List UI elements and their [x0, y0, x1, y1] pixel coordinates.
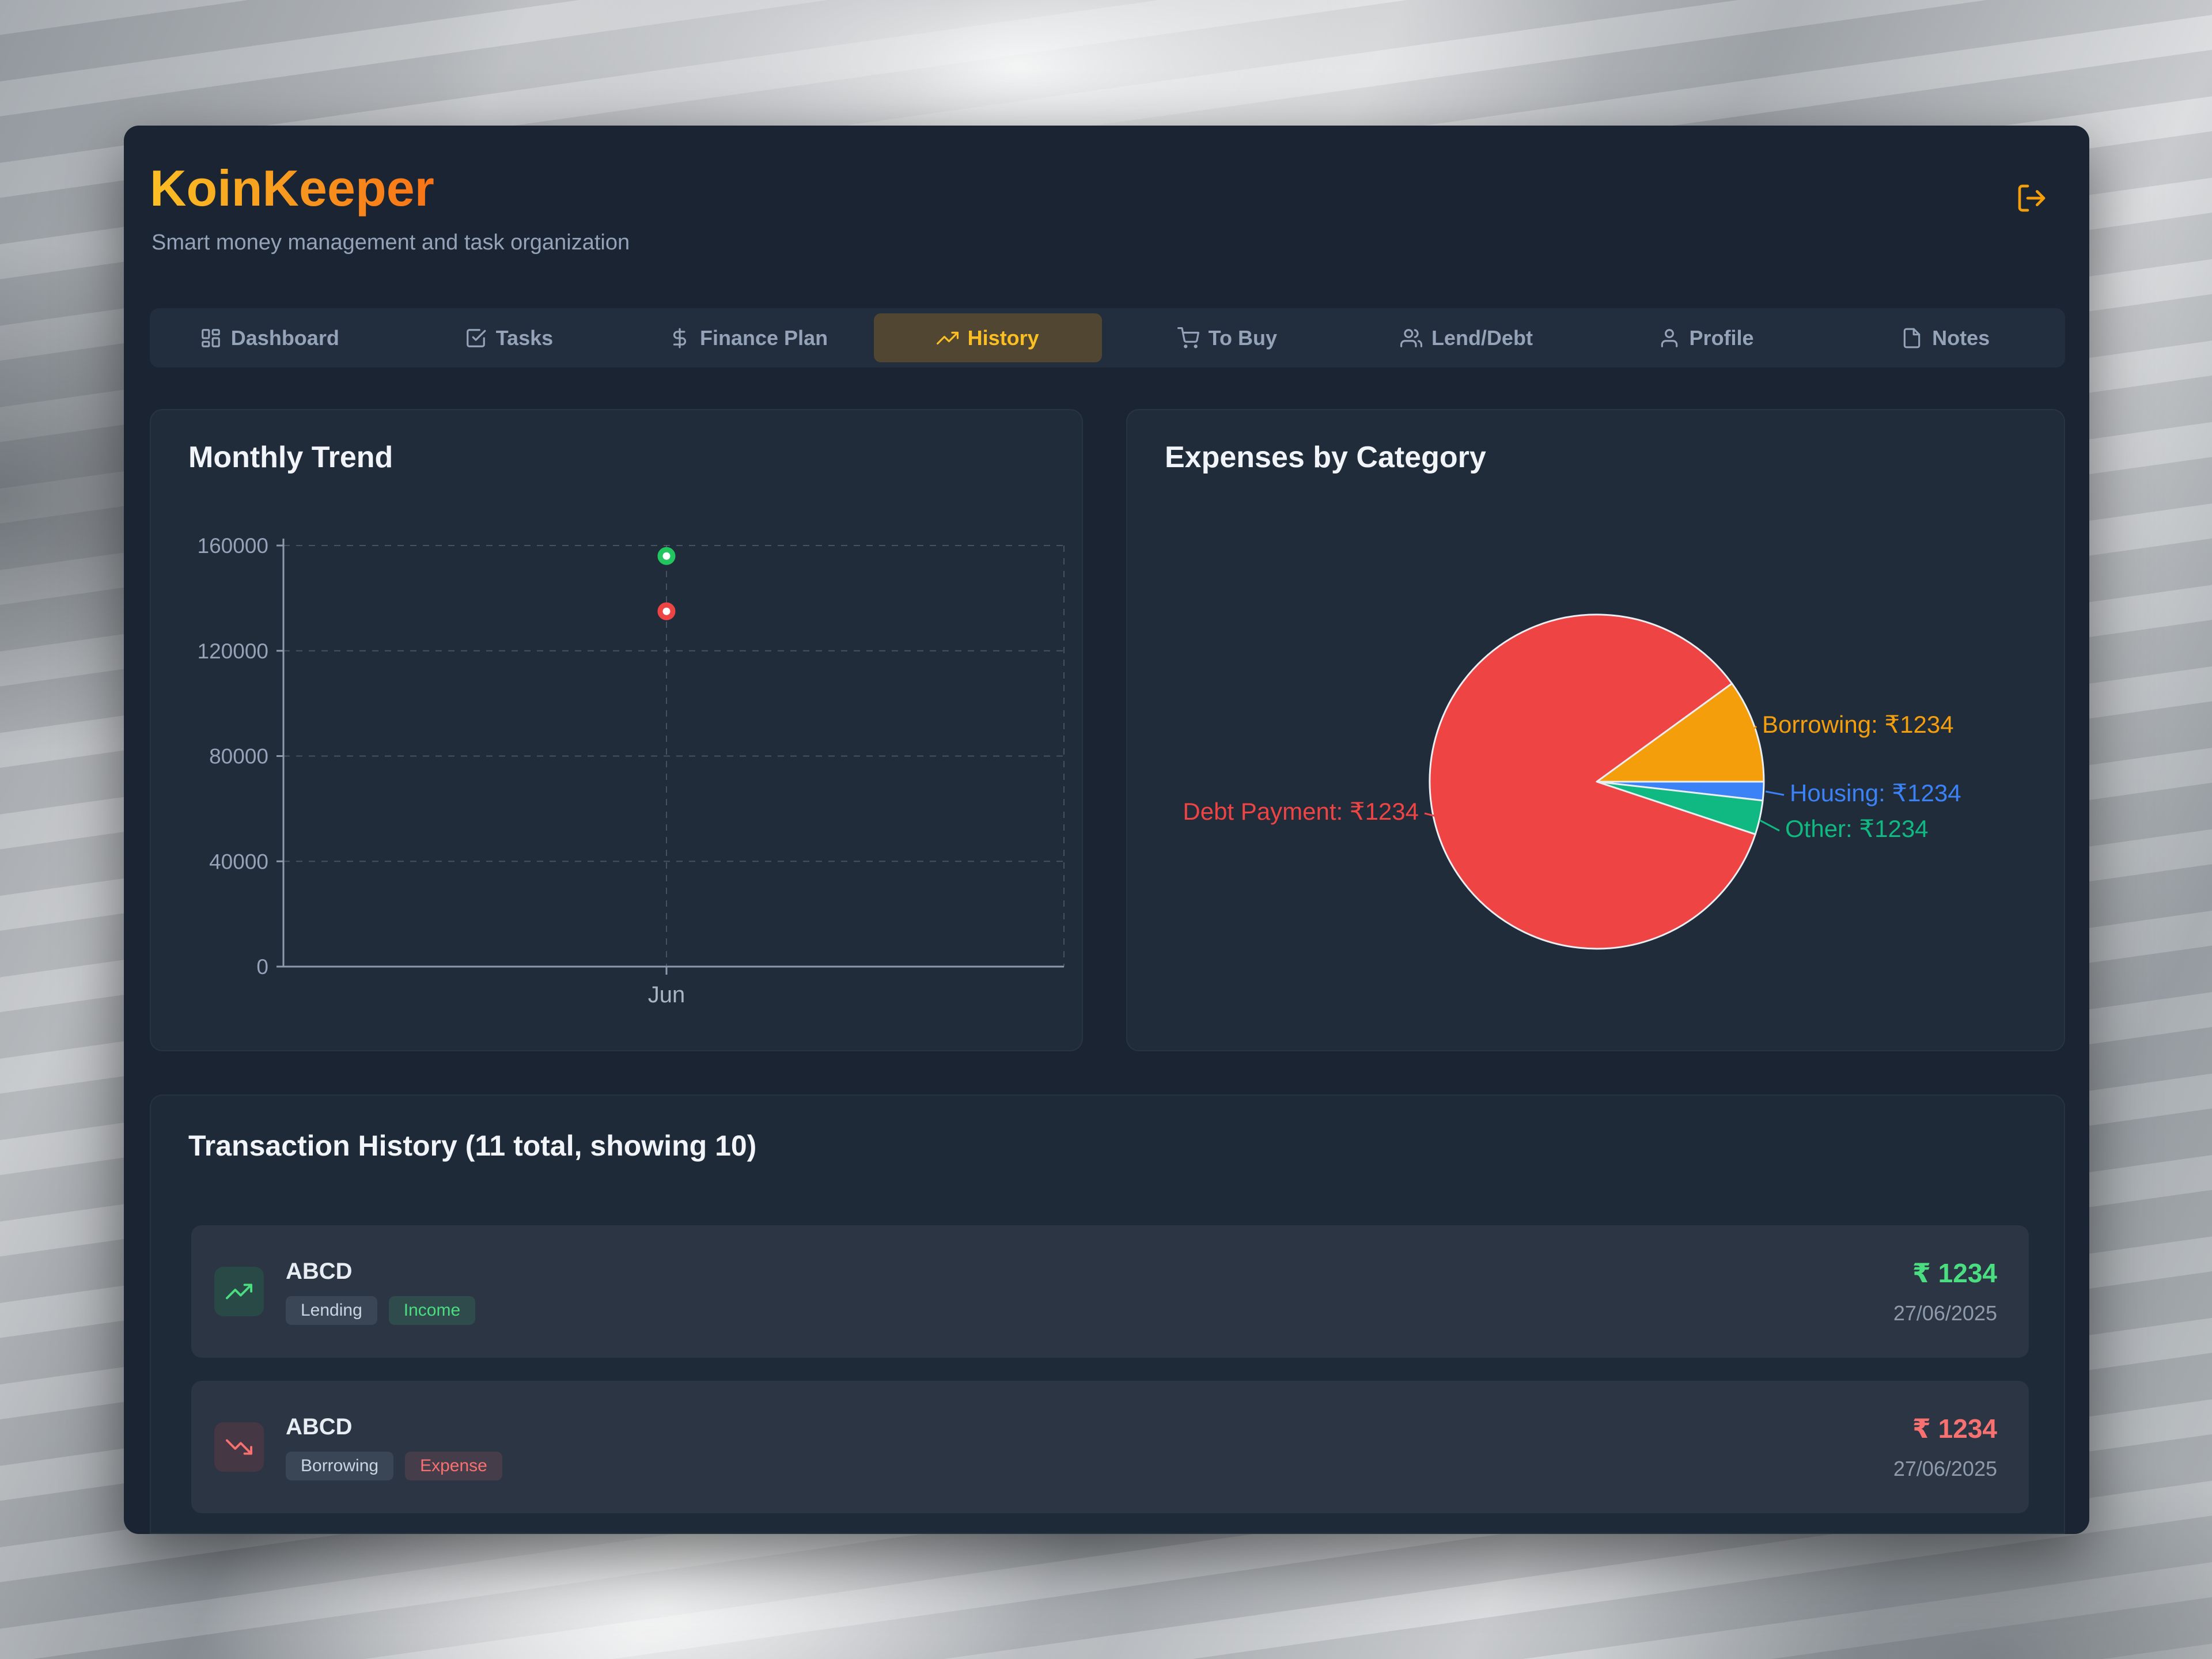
svg-text:0: 0 [256, 955, 268, 979]
app-window: KoinKeeper Smart money management and ta… [124, 126, 2089, 1534]
trending-down-icon [226, 1439, 252, 1455]
tab-profile[interactable]: Profile [1592, 313, 1820, 362]
svg-text:Other: ₹1234: Other: ₹1234 [1785, 815, 1929, 842]
transaction-row[interactable]: ABCD Lending Income ₹ 1234 27/06/2025 [191, 1225, 2029, 1358]
svg-text:120000: 120000 [198, 639, 268, 663]
category-badge: Lending [286, 1296, 377, 1325]
transaction-name: ABCD [286, 1258, 353, 1284]
app-title: KoinKeeper [150, 160, 434, 217]
user-icon [1661, 328, 1677, 347]
logout-button[interactable] [2016, 182, 2048, 214]
transaction-date: 27/06/2025 [1893, 1301, 1997, 1325]
dollar-icon [673, 328, 687, 348]
tab-history[interactable]: History [873, 313, 1102, 362]
category-badge: Borrowing [286, 1451, 394, 1480]
check-square-icon [466, 328, 486, 347]
monthly-trend-card: Monthly Trend 0 40000 80000 120000 160000 Jun [150, 409, 1083, 1051]
tab-notes[interactable]: Notes [1831, 313, 2059, 362]
svg-text:Jun: Jun [648, 982, 685, 1007]
tab-finance-plan[interactable]: Finance Plan [634, 313, 862, 362]
monthly-trend-chart: 0 40000 80000 120000 160000 Jun [198, 534, 1065, 1007]
tab-label: Tasks [495, 325, 554, 350]
dashboard-grid-icon [201, 328, 220, 347]
svg-text:40000: 40000 [209, 850, 268, 873]
tab-label: Profile [1689, 325, 1754, 350]
main-nav: Dashboard Tasks Finance Plan History To … [150, 308, 2065, 368]
expenses-pie-chart: Borrowing: ₹1234 Housing: ₹1234 Other: ₹12… [1183, 613, 1961, 950]
svg-text:Housing: ₹1234: Housing: ₹1234 [1790, 779, 1961, 806]
svg-text:160000: 160000 [198, 534, 268, 558]
pie-card-title: Expenses by Category [1165, 441, 1486, 474]
tab-label: Lend/Debt [1431, 325, 1533, 350]
log-out-icon [2018, 184, 2046, 212]
transaction-history-card: Transaction History (11 total, showing 1… [150, 1094, 2065, 1534]
transaction-row[interactable]: ABCD Borrowing Expense ₹ 1234 27/06/2025 [191, 1381, 2029, 1513]
expenses-pie-card: Expenses by Category Borrowing: ₹1234 Hou… [1126, 409, 2065, 1051]
transaction-amount: ₹ 1234 [1912, 1258, 1997, 1288]
trend-card-title: Monthly Trend [188, 441, 393, 474]
file-icon [1903, 328, 1921, 348]
trending-up-icon [936, 331, 959, 344]
users-icon [1400, 328, 1422, 347]
cart-icon [1177, 327, 1199, 348]
svg-text:80000: 80000 [209, 745, 268, 768]
transaction-amount: ₹ 1234 [1912, 1414, 1997, 1444]
app-subtitle: Smart money management and task organiza… [151, 230, 630, 255]
tab-label: Finance Plan [700, 325, 828, 350]
transaction-name: ABCD [286, 1414, 353, 1440]
tab-label: To Buy [1208, 325, 1277, 350]
trending-up-icon [226, 1283, 252, 1300]
svg-text:Debt Payment: ₹1234: Debt Payment: ₹1234 [1183, 798, 1419, 825]
tab-label: Notes [1932, 325, 1990, 350]
type-badge: Income [388, 1296, 476, 1325]
tab-label: Dashboard [230, 325, 339, 350]
transaction-list: ABCD Lending Income ₹ 1234 27/06/2025 AB… [191, 1225, 2029, 1513]
transaction-history-title: Transaction History (11 total, showing 1… [188, 1130, 757, 1162]
expense-icon-tile [214, 1422, 264, 1472]
tab-label: History [967, 325, 1039, 350]
tab-lend-debt[interactable]: Lend/Debt [1353, 313, 1581, 362]
transaction-date: 27/06/2025 [1893, 1457, 1997, 1480]
type-badge: Expense [405, 1451, 502, 1480]
tab-to-buy[interactable]: To Buy [1113, 313, 1342, 362]
tab-dashboard[interactable]: Dashboard [156, 313, 384, 362]
income-icon-tile [214, 1267, 264, 1316]
svg-text:Borrowing: ₹1234: Borrowing: ₹1234 [1762, 711, 1954, 738]
tab-tasks[interactable]: Tasks [395, 313, 623, 362]
